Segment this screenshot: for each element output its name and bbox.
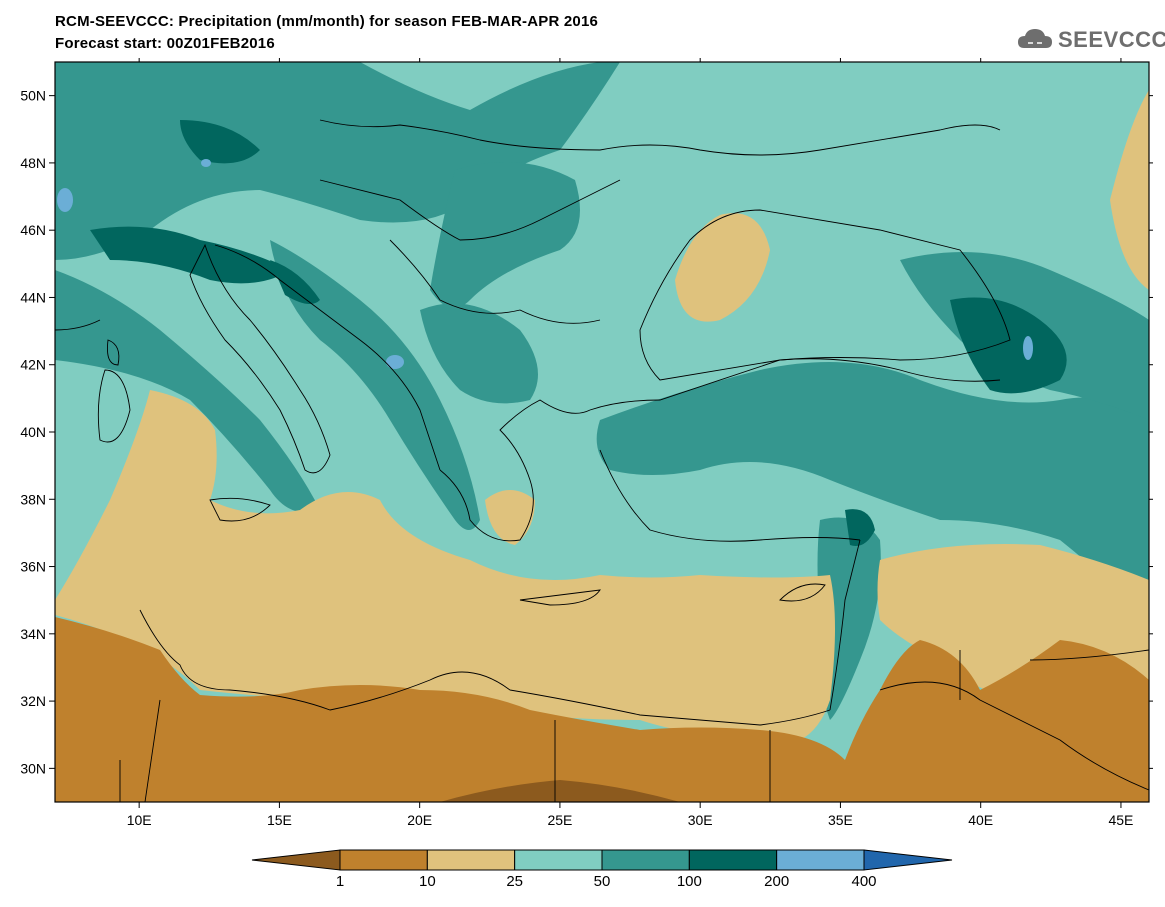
colorbar-box xyxy=(426,849,516,871)
field-dark-teal-north xyxy=(180,120,260,164)
colorbar-label: 100 xyxy=(677,873,702,890)
coastline-sardinia xyxy=(97,369,131,443)
lat-label: 42N xyxy=(20,357,46,373)
border-central xyxy=(319,179,621,241)
colorbar-box xyxy=(688,849,778,871)
lon-label: 25E xyxy=(547,812,572,828)
coastline-black-sea xyxy=(639,209,1011,381)
field-tan-east xyxy=(1110,90,1149,290)
forecast-start-label: Forecast start: 00Z01FEB2016 xyxy=(55,35,275,52)
border-east-africa xyxy=(554,720,771,802)
coastline-greece xyxy=(439,399,591,542)
field-dark-teal-taurus xyxy=(845,509,875,546)
field-very-wet-caucasus xyxy=(1023,336,1033,360)
colorbar-left-arrow xyxy=(251,849,341,871)
field-teal-dinarides xyxy=(270,240,480,530)
coastline-sicily xyxy=(209,497,271,522)
coastline-cyprus xyxy=(779,583,826,602)
lon-label: 20E xyxy=(407,812,432,828)
lat-label: 44N xyxy=(20,289,46,305)
field-teal-balkans xyxy=(420,303,538,404)
field-very-wet-albania xyxy=(386,355,404,369)
lon-label: 35E xyxy=(828,812,853,828)
coastlines-borders xyxy=(55,119,1149,802)
coastline-adriatic xyxy=(214,244,441,471)
coastline-africa xyxy=(139,609,831,726)
cloud-logo-icon xyxy=(1018,29,1052,48)
colorbar: 1 10 25 50 100 200 400 xyxy=(251,849,953,890)
lat-axis: 50N 48N 46N 44N 42N 40N 38N 36N 34N 32N 30N xyxy=(20,88,1153,776)
colorbar-label: 400 xyxy=(851,873,876,890)
field-dark-teal-caucasus xyxy=(950,297,1067,394)
coastline-crete xyxy=(519,589,601,606)
coastline-corsica xyxy=(107,339,120,366)
lat-label: 30N xyxy=(20,760,46,776)
colorbar-label: 10 xyxy=(419,873,436,890)
colorbar-box xyxy=(776,849,865,871)
colorbar-label: 200 xyxy=(764,873,789,890)
field-very-wet-alps xyxy=(201,159,211,167)
field-teal-anatolia xyxy=(596,362,1149,620)
colorbar-box xyxy=(601,849,690,871)
lon-label: 10E xyxy=(127,812,152,828)
field-very-wet-west xyxy=(57,188,73,212)
field-brown-arabia xyxy=(845,640,1149,802)
lon-axis: 10E 15E 20E 25E 30E 35E 40E 45E xyxy=(127,58,1133,828)
precipitation-field xyxy=(55,62,1149,802)
lon-label: 40E xyxy=(968,812,993,828)
colorbar-box xyxy=(339,849,428,871)
colorbar-label: 25 xyxy=(506,873,523,890)
seevccc-logo-text: SEEVCCC xyxy=(1058,27,1165,52)
coastline-levant xyxy=(829,539,861,711)
border-west xyxy=(55,319,161,802)
lon-label: 15E xyxy=(267,812,292,828)
lat-label: 38N xyxy=(20,491,46,507)
lat-label: 36N xyxy=(20,559,46,575)
border-europe-north xyxy=(319,119,1001,156)
field-brown-libya xyxy=(55,617,845,802)
chart-title: RCM-SEEVCCC: Precipitation (mm/month) fo… xyxy=(55,13,599,30)
field-teal-carpathians xyxy=(430,162,580,308)
lat-label: 40N xyxy=(20,424,46,440)
field-teal-alps xyxy=(55,62,620,260)
border-balkans xyxy=(389,239,601,324)
field-dark-teal-alps xyxy=(90,226,290,284)
field-tan-sahara xyxy=(55,390,835,740)
lat-label: 46N xyxy=(20,222,46,238)
field-dark-brown-sahara xyxy=(440,780,680,802)
field-teal-italy-west xyxy=(55,270,320,513)
colorbar-label: 1 xyxy=(336,873,344,890)
colorbar-right-arrow xyxy=(863,849,953,871)
lat-label: 34N xyxy=(20,626,46,642)
colorbar-label: 50 xyxy=(594,873,611,890)
coastline-italy xyxy=(189,243,331,474)
lat-label: 32N xyxy=(20,693,46,709)
field-dark-teal-croatia xyxy=(270,260,320,304)
lat-label: 50N xyxy=(20,88,46,104)
border-middle-east xyxy=(879,649,1149,791)
field-tan-crimea xyxy=(675,213,770,322)
lon-label: 30E xyxy=(688,812,713,828)
lon-label: 45E xyxy=(1108,812,1133,828)
field-tan-peloponnese xyxy=(485,490,535,545)
colorbar-box xyxy=(514,849,603,871)
field-teal-levant xyxy=(817,517,881,720)
lat-label: 48N xyxy=(20,155,46,171)
